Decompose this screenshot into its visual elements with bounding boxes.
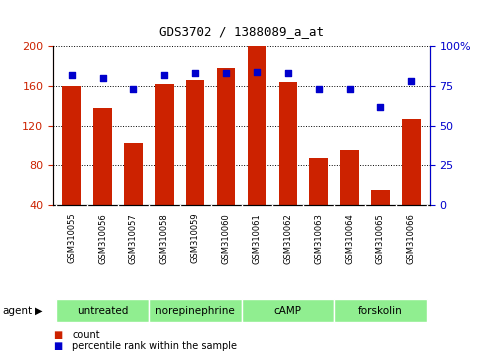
Text: GDS3702 / 1388089_a_at: GDS3702 / 1388089_a_at	[159, 25, 324, 38]
Bar	[186, 80, 204, 205]
Bar	[341, 149, 359, 205]
Point	[315, 86, 323, 92]
Text: GSM310064: GSM310064	[345, 213, 354, 264]
Text: agent: agent	[2, 306, 32, 316]
Text: GSM310056: GSM310056	[98, 213, 107, 264]
Text: norepinephrine: norepinephrine	[156, 306, 235, 316]
Text: ■: ■	[53, 330, 62, 339]
Bar	[248, 46, 266, 205]
Bar	[124, 143, 142, 205]
Text: GSM310066: GSM310066	[407, 213, 416, 264]
Point	[408, 78, 415, 84]
Text: GSM310062: GSM310062	[284, 213, 292, 264]
Bar	[62, 86, 81, 205]
Text: ▶: ▶	[35, 306, 43, 316]
Point	[222, 70, 230, 76]
Bar	[402, 119, 421, 205]
Text: GSM310065: GSM310065	[376, 213, 385, 264]
Text: GSM310059: GSM310059	[191, 213, 199, 263]
Point	[191, 70, 199, 76]
Bar	[371, 190, 390, 205]
Bar	[334, 299, 427, 322]
Text: GSM310057: GSM310057	[129, 213, 138, 264]
Bar	[93, 108, 112, 205]
Text: GSM310061: GSM310061	[253, 213, 261, 264]
Text: cAMP: cAMP	[274, 306, 302, 316]
Bar	[155, 84, 173, 205]
Text: GSM310063: GSM310063	[314, 213, 323, 264]
Text: GSM310055: GSM310055	[67, 213, 76, 263]
Text: GSM310058: GSM310058	[160, 213, 169, 264]
Text: count: count	[72, 330, 100, 339]
Point	[377, 104, 384, 109]
Text: ■: ■	[53, 341, 62, 351]
Point	[99, 75, 106, 81]
Bar	[217, 68, 235, 205]
Bar	[242, 299, 334, 322]
Text: untreated: untreated	[77, 306, 128, 316]
Bar	[149, 299, 242, 322]
Text: forskolin: forskolin	[358, 306, 403, 316]
Point	[284, 70, 292, 76]
Point	[253, 69, 261, 74]
Text: GSM310060: GSM310060	[222, 213, 230, 264]
Point	[160, 72, 168, 78]
Point	[68, 72, 75, 78]
Bar	[56, 299, 149, 322]
Bar	[279, 82, 297, 205]
Text: percentile rank within the sample: percentile rank within the sample	[72, 341, 238, 351]
Bar	[310, 158, 328, 205]
Point	[346, 86, 354, 92]
Point	[129, 86, 137, 92]
